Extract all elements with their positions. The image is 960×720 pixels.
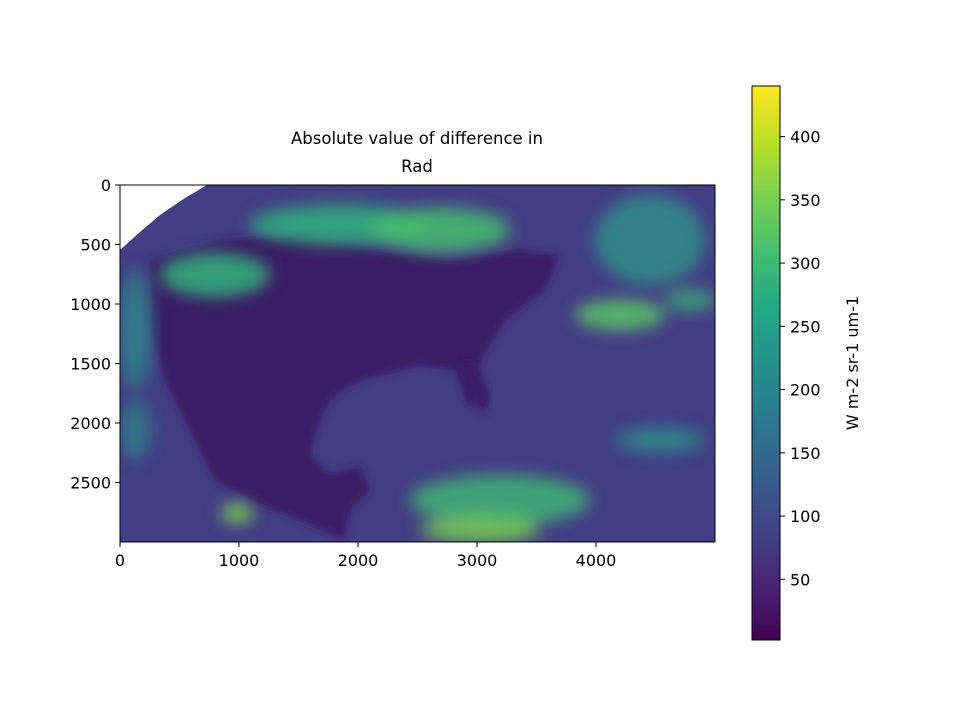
y-tick-label: 2000 [70, 414, 111, 433]
x-tick-label: 1000 [219, 551, 260, 570]
chart-title-line-1: Absolute value of difference in [291, 129, 543, 148]
cloud-north-east [370, 208, 510, 252]
cloud-features [120, 195, 715, 542]
colorbar-tick-label: 150 [790, 444, 821, 463]
colorbar-tick-label: 350 [790, 191, 821, 210]
y-tick-label: 500 [80, 236, 111, 255]
x-axis: 0 1000 2000 3000 4000 [115, 542, 616, 570]
y-tick-label: 2500 [70, 474, 111, 493]
land-region-florida [460, 360, 490, 415]
colorbar-tick-label: 50 [790, 570, 810, 589]
cloud-west-pacific [120, 400, 150, 460]
cloud-caribbean [410, 475, 590, 525]
y-tick-label: 0 [101, 176, 111, 195]
cloud-pacific [221, 503, 253, 523]
colorbar-tick-label: 250 [790, 317, 821, 336]
cloud-east-atlantic [615, 428, 705, 452]
heatmap-image [120, 185, 715, 542]
x-tick-label: 3000 [457, 551, 498, 570]
x-tick-label: 4000 [576, 551, 617, 570]
cloud-northwest [160, 253, 270, 297]
colorbar-tick-label: 400 [790, 128, 821, 147]
colorbar-label: W m-2 sr-1 um-1 [843, 296, 862, 430]
y-tick-label: 1000 [70, 295, 111, 314]
colorbar-ticks: 50 100 150 200 250 300 350 400 [780, 128, 821, 589]
colorbar [751, 85, 781, 641]
colorbar-tick-label: 200 [790, 381, 821, 400]
y-axis: 0 500 1000 1500 2000 2500 [70, 176, 120, 493]
cloud-atlantic-east [665, 290, 715, 310]
no-data-corner [120, 185, 207, 250]
x-tick-label: 2000 [338, 551, 379, 570]
x-tick-label: 0 [115, 551, 125, 570]
colorbar-tick-label: 100 [790, 507, 821, 526]
cloud-northeast-band [595, 195, 705, 285]
land-region [150, 235, 560, 540]
cloud-atlantic [575, 300, 665, 330]
chart-title-line-2: Rad [401, 157, 433, 176]
y-tick-label: 1500 [70, 355, 111, 374]
cloud-west-coast [120, 270, 153, 390]
cloud-caribbean-south [420, 516, 540, 542]
colorbar-tick-label: 300 [790, 254, 821, 273]
